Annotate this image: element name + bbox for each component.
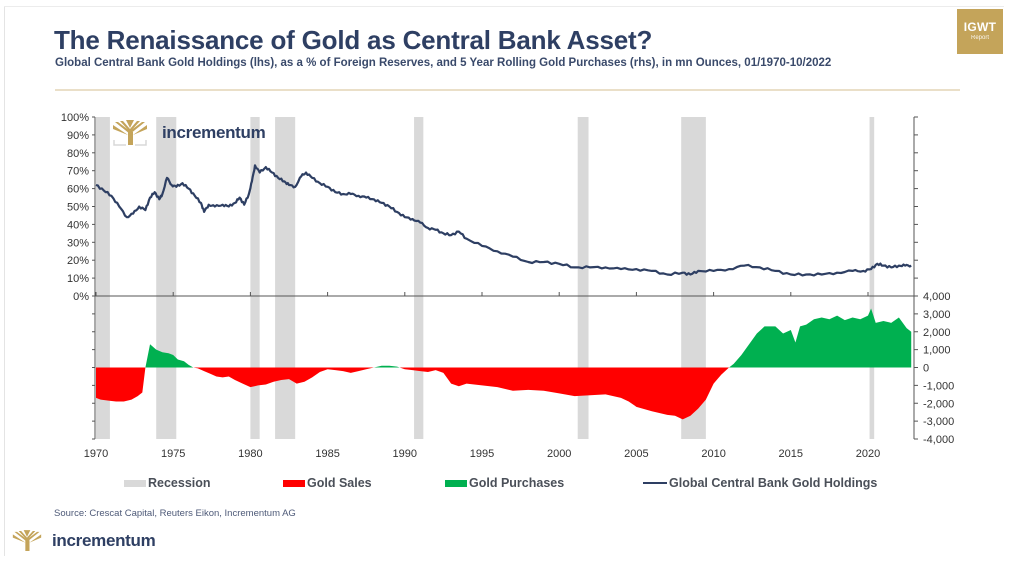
right-y-tick-label: -4,000 <box>923 434 954 446</box>
chart-legend: Recession Gold Sales Gold Purchases Glob… <box>0 476 1013 494</box>
x-tick-label: 1995 <box>470 448 494 460</box>
recession-band <box>577 117 589 439</box>
recession-bands <box>96 117 875 439</box>
holdings-line-group <box>95 164 912 277</box>
x-tick-label: 1980 <box>238 448 262 460</box>
legend-label: Recession <box>148 476 211 490</box>
right-y-tick-label: 0 <box>923 363 929 375</box>
legend-swatch-gold-purchases <box>445 479 467 487</box>
legend-item-gold-sales: Gold Sales <box>283 476 372 490</box>
gold-holdings-line <box>95 164 912 277</box>
right-y-tick-label: -2,000 <box>923 398 954 410</box>
x-tick-label: 2015 <box>779 448 803 460</box>
x-tick-label: 1970 <box>84 448 108 460</box>
tick-labels: 0% 10% 20% 30% 40% 50% 60% 70% 80% 90% 100% 4,000 3,… <box>61 112 954 460</box>
right-y-tick-label: 2,000 <box>923 327 951 339</box>
right-y-tick-label: -1,000 <box>923 380 954 392</box>
gold-purchases-area <box>96 308 912 368</box>
recession-band <box>250 117 260 439</box>
right-y-tick-label: 1,000 <box>923 345 951 357</box>
left-y-tick-label: 80% <box>67 148 89 160</box>
left-y-tick-label: 90% <box>67 130 89 142</box>
x-tick-label: 1975 <box>161 448 185 460</box>
axes <box>92 116 918 440</box>
purchases-sales-area <box>96 308 912 420</box>
gold-sales-area <box>96 367 912 420</box>
watermark-text: incrementum <box>162 123 266 142</box>
incrementum-footer-logo: incrementum <box>12 528 156 554</box>
recession-band <box>96 117 110 439</box>
badge-sub-text: Report <box>970 35 989 41</box>
legend-swatch-gold-sales <box>283 479 305 487</box>
x-tick-label: 2010 <box>701 448 725 460</box>
page-frame-left <box>4 6 5 556</box>
right-y-tick-label: 4,000 <box>923 291 951 303</box>
igwt-report-badge: IGWT Report <box>957 9 1003 54</box>
legend-item-recession: Recession <box>124 476 211 490</box>
left-y-tick-label: 100% <box>61 112 89 124</box>
footer-logo-text: incrementum <box>52 531 156 550</box>
x-tick-label: 1990 <box>393 448 417 460</box>
left-y-tick-label: 70% <box>67 166 89 178</box>
left-y-tick-label: 10% <box>67 273 89 285</box>
right-y-tick-label: -3,000 <box>923 416 954 428</box>
incrementum-watermark: incrementum <box>112 120 266 146</box>
legend-label: Gold Sales <box>307 476 372 490</box>
left-y-tick-label: 30% <box>67 237 89 249</box>
chart-subtitle: Global Central Bank Gold Holdings (lhs),… <box>55 57 832 69</box>
recession-band <box>156 117 177 439</box>
page-frame-top <box>4 6 1004 7</box>
left-y-tick-label: 0% <box>73 291 89 303</box>
x-tick-label: 1985 <box>315 448 339 460</box>
tree-logo-icon <box>113 120 147 146</box>
source-note: Source: Crescat Capital, Reuters Eikon, … <box>54 508 296 519</box>
legend-line-holdings <box>643 482 667 484</box>
chart-title: The Renaissance of Gold as Central Bank … <box>54 25 653 55</box>
x-tick-label: 2020 <box>856 448 880 460</box>
header-divider <box>55 89 960 91</box>
legend-item-gold-purchases: Gold Purchases <box>445 476 564 490</box>
legend-label: Global Central Bank Gold Holdings <box>669 476 878 490</box>
legend-item-holdings: Global Central Bank Gold Holdings <box>643 476 877 490</box>
recession-band <box>275 117 296 439</box>
right-y-tick-label: 3,000 <box>923 309 951 321</box>
recession-band <box>414 117 424 439</box>
tree-logo-icon <box>12 530 42 551</box>
x-tick-label: 2000 <box>547 448 571 460</box>
chart-area: 0% 10% 20% 30% 40% 50% 60% 70% 80% 90% 100% 4,000 3,… <box>61 112 954 460</box>
recession-band <box>869 117 875 439</box>
legend-swatch-recession <box>124 479 146 487</box>
left-y-tick-label: 40% <box>67 219 89 231</box>
left-y-tick-label: 60% <box>67 184 89 196</box>
legend-label: Gold Purchases <box>469 476 565 490</box>
x-tick-label: 2005 <box>624 448 648 460</box>
left-y-tick-label: 50% <box>67 202 89 214</box>
left-y-tick-label: 20% <box>67 255 89 267</box>
badge-main-text: IGWT <box>963 20 997 34</box>
